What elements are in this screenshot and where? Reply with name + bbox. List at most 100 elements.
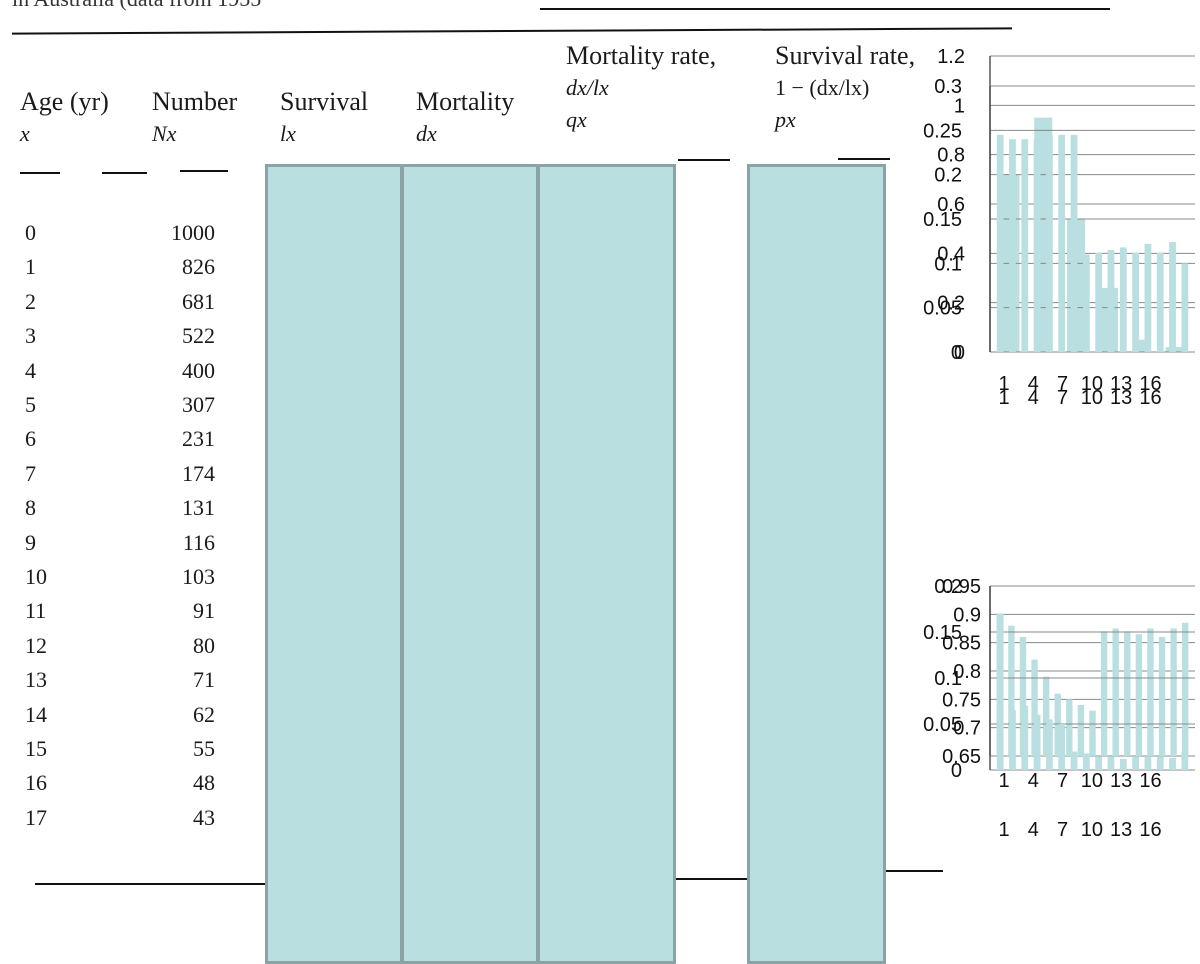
chart-4-x-tick-label: 16	[1139, 819, 1161, 841]
table-row: 10 103	[0, 560, 260, 594]
chart-1-y-tick-label: 1.2	[937, 46, 965, 68]
chart-3-bar	[1089, 710, 1096, 756]
chart-4-bar	[1095, 756, 1103, 770]
age-cell: 2	[25, 288, 36, 314]
chart-2-x-tick-label: 1	[998, 373, 1009, 395]
chart-3-bar	[1066, 699, 1073, 756]
chart-2-bar	[1058, 134, 1066, 352]
chart-3-bar	[1124, 631, 1131, 756]
header-mortality-rate-title: Mortality rate,	[566, 41, 717, 70]
chart-4-bar	[1144, 757, 1152, 770]
chart-2-x-tick-label: 16	[1139, 373, 1161, 395]
chart-4-bar	[1156, 756, 1164, 770]
chart-1-y-tick-label: 0	[954, 342, 965, 364]
age-cell: 3	[25, 323, 36, 349]
chart-3-bar	[1170, 628, 1177, 756]
age-cell: 14	[25, 701, 47, 727]
header-mortality: Mortality dx	[416, 86, 514, 150]
chart-2-y-tick-label: 0.25	[923, 120, 962, 142]
table-caption: in Australia (data from 1955	[12, 0, 261, 12]
age-cell: 15	[25, 736, 47, 761]
header-number-title: Number	[152, 87, 238, 116]
chart-3-y-tick-label: 0.85	[942, 633, 981, 655]
age-cell: 1	[25, 254, 36, 280]
age-cell: 9	[25, 529, 36, 555]
number-cell: 71	[193, 667, 215, 693]
chart-1-x-tick-label: 16	[1139, 387, 1161, 409]
chart-1-x-tick-label: 4	[1028, 387, 1039, 409]
chart-2-bar	[1021, 139, 1029, 352]
chart-4-bar	[1107, 756, 1115, 770]
mortality-rate-column-panel	[537, 164, 676, 964]
chart-2-bar	[1046, 134, 1053, 352]
header-rule	[20, 172, 60, 174]
chart-2-x-tick-label: 13	[1110, 373, 1132, 395]
number-cell: 103	[182, 564, 215, 589]
age-cell: 6	[25, 426, 36, 452]
chart-2-bar	[1119, 247, 1127, 352]
table-row: 4 400	[0, 354, 260, 388]
header-survival-rate-formula: 1 − (dx/lx)	[775, 75, 870, 100]
chart-3-bar	[1031, 659, 1038, 756]
chart-2-bar	[1095, 252, 1103, 352]
chart-3-x-tick-label: 1	[998, 770, 1009, 792]
chart-3-bar	[1054, 693, 1061, 756]
header-survival-symbol: lx	[280, 121, 296, 146]
chart-4-x-tick-label: 4	[1028, 819, 1039, 841]
table-row: 7 174	[0, 457, 260, 491]
number-cell: 231	[182, 426, 215, 452]
header-rule	[838, 158, 890, 160]
chart-4-bar	[1070, 751, 1078, 770]
number-cell: 400	[182, 357, 215, 383]
chart-3-bar	[1182, 622, 1189, 756]
chart-2-y-tick-label: 0.1	[934, 253, 962, 275]
chart-4-y-tick-label: 0.2	[934, 576, 962, 598]
chart-1-y-tick-label: 0.8	[937, 145, 965, 167]
age-cell: 16	[25, 770, 47, 796]
chart-4-bar	[1046, 719, 1053, 770]
number-cell: 62	[193, 701, 215, 727]
header-mortality-title: Mortality	[416, 87, 515, 116]
chart-4-bar	[1033, 714, 1041, 770]
chart-4-bar	[1169, 758, 1176, 770]
chart-2-bar	[1144, 243, 1152, 352]
chart-2-bar	[1107, 250, 1115, 352]
chart-3-bar	[1019, 637, 1027, 756]
chart-2-bar	[1033, 139, 1041, 352]
chart-3-x-tick-label: 4	[1028, 770, 1039, 792]
table-row: 3 522	[0, 319, 260, 353]
table-bottom-rule	[35, 883, 265, 885]
chart-2-bar	[1132, 252, 1139, 352]
header-rule	[102, 172, 147, 174]
age-cell: 5	[25, 392, 36, 417]
header-rule	[180, 170, 228, 172]
age-cell: 10	[25, 564, 47, 589]
caption-rule	[540, 8, 1110, 10]
age-cell: 13	[25, 667, 47, 693]
chart-3-x-tick-label: 7	[1057, 770, 1068, 792]
chart-2-y-tick-label: 0	[951, 342, 962, 364]
table-row: 0 1000	[0, 216, 260, 250]
header-survival: Survival lx	[280, 86, 368, 150]
chart-4-bar	[1021, 705, 1029, 770]
header-survival-rate-symbol: px	[775, 107, 796, 132]
chart-4-x-tick-label: 13	[1110, 819, 1132, 841]
header-mortality-rate-formula: dx/lx	[566, 75, 609, 100]
chart-3-y-tick-label: 0.7	[953, 718, 981, 740]
chart-2-bar	[1009, 139, 1016, 352]
chart-3-y-tick-label: 0.9	[953, 604, 981, 626]
table-row: 6 231	[0, 422, 260, 456]
number-cell: 174	[182, 460, 215, 486]
table-row: 2 681	[0, 285, 260, 319]
header-rule	[678, 159, 730, 161]
chart-3-bar	[1100, 631, 1108, 756]
chart-3-x-tick-label: 16	[1139, 770, 1161, 792]
number-cell: 80	[193, 632, 215, 658]
number-cell: 48	[193, 770, 215, 796]
table-row: 17 43	[0, 801, 260, 835]
chart-3-y-tick-label: 0.65	[942, 746, 981, 768]
chart-3-bar	[1077, 705, 1085, 756]
chart-1-x-tick-label: 1	[998, 387, 1009, 409]
chart-2-y-tick-label: 0.2	[934, 165, 962, 187]
number-cell: 681	[182, 288, 215, 314]
